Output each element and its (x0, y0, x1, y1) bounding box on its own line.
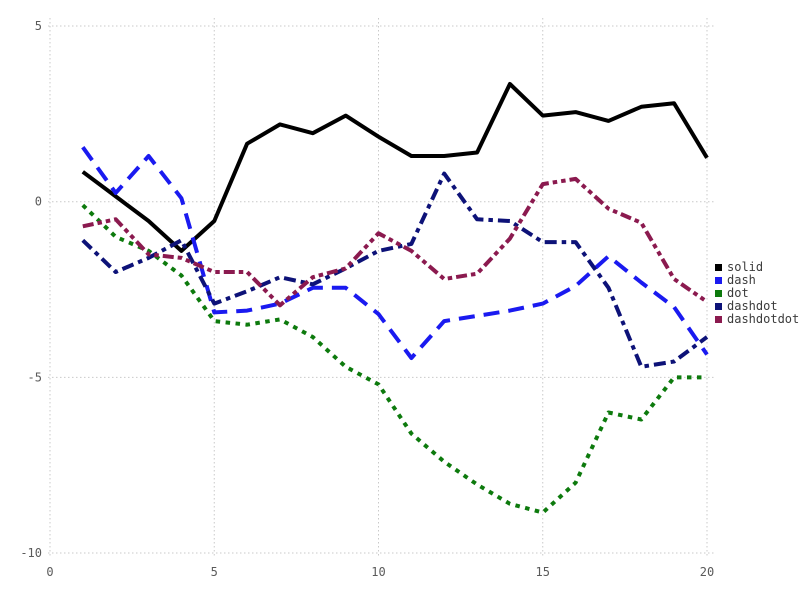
legend-label-dot: dot (727, 286, 749, 300)
x-tick-label-0: 0 (46, 565, 53, 579)
y-tick-label-5: 5 (35, 19, 42, 33)
legend-swatch-dashdotdot (715, 316, 722, 323)
y-tick-label-0: 0 (35, 195, 42, 209)
series-line-solid (81, 82, 709, 253)
legend-swatch-dash (715, 277, 722, 284)
y-tick-label--10: -10 (20, 546, 42, 560)
x-tick-label-5: 5 (211, 565, 218, 579)
legend-item-solid: solid (715, 261, 799, 274)
legend-swatch-dot (715, 290, 722, 297)
legend-item-dashdotdot: dashdotdot (715, 313, 799, 326)
series-line-dash (81, 146, 709, 360)
series-line-dot (81, 203, 707, 515)
x-tick-label-15: 15 (536, 565, 550, 579)
legend-swatch-dashdot (715, 303, 722, 310)
legend-label-solid: solid (727, 260, 764, 274)
x-tick-label-10: 10 (371, 565, 385, 579)
chart-legend: solid dash dot dashdot dashdotdot (715, 261, 799, 326)
legend-label-dash: dash (727, 273, 756, 287)
legend-label-dashdotdot: dashdotdot (727, 312, 800, 326)
legend-label-dashdot: dashdot (727, 299, 778, 313)
legend-item-dash: dash (715, 274, 799, 287)
y-tick-label--5: -5 (28, 370, 42, 384)
legend-item-dashdot: dashdot (715, 300, 799, 313)
legend-swatch-solid (715, 264, 722, 271)
series-line-dashdotdot (82, 176, 709, 308)
x-tick-label-20: 20 (700, 565, 714, 579)
legend-item-dot: dot (715, 287, 799, 300)
